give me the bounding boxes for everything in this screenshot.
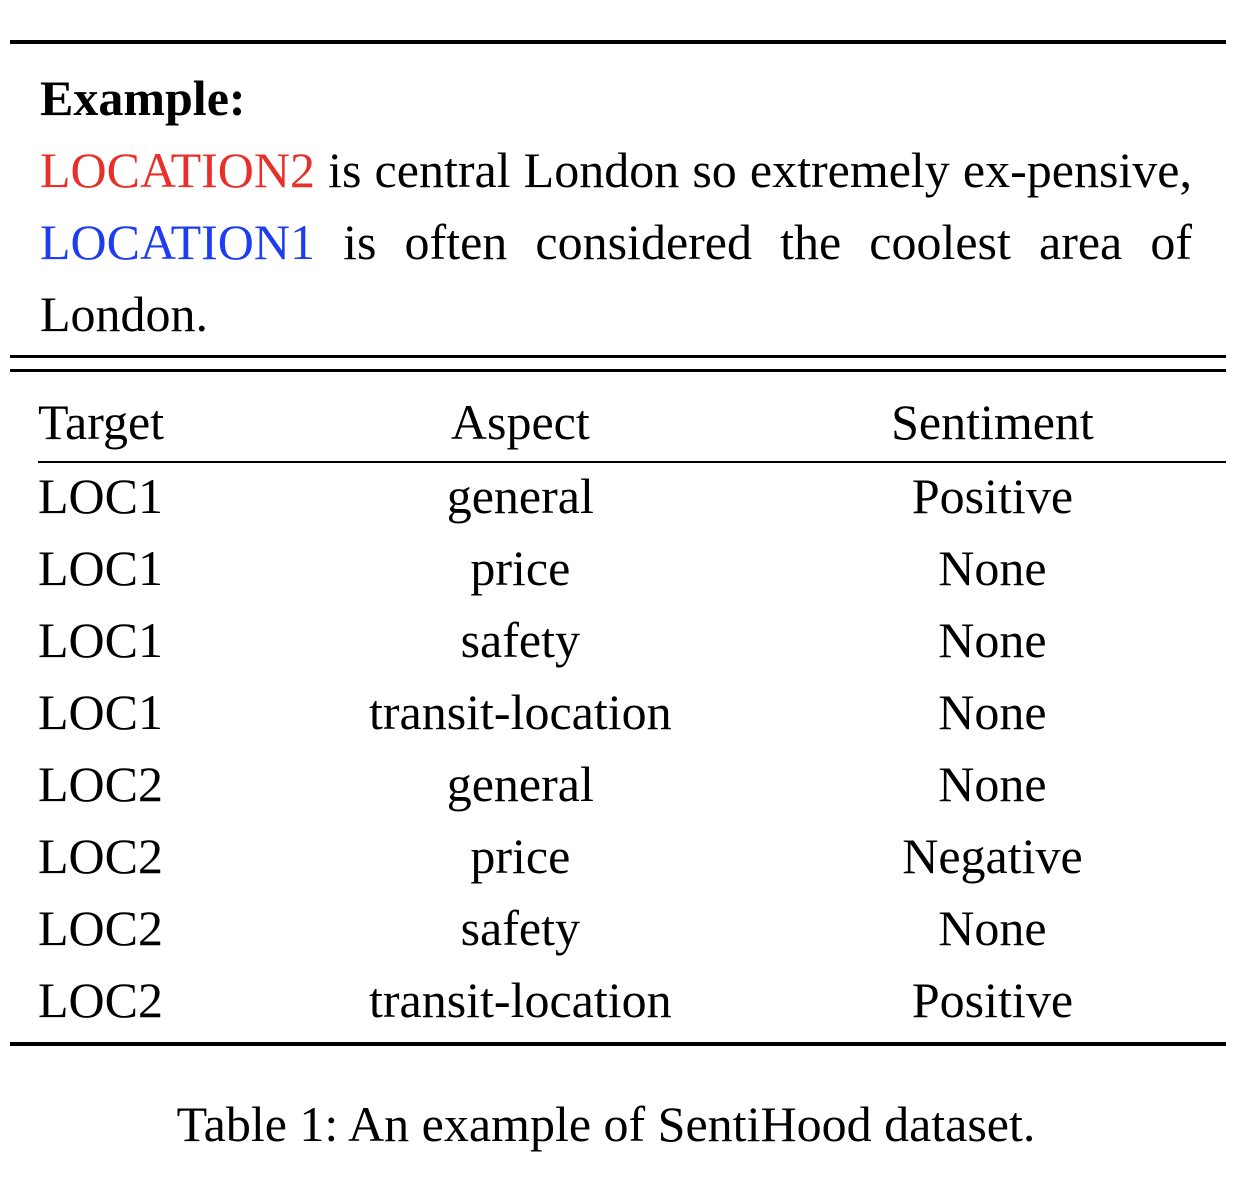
cell-target: LOC2 bbox=[38, 972, 163, 1028]
cell-aspect: general bbox=[446, 756, 594, 812]
cell-aspect: price bbox=[470, 828, 571, 884]
cell-sentiment: None bbox=[938, 540, 1047, 596]
table-row: LOC1 price None bbox=[38, 532, 1226, 604]
table-row: LOC2 general None bbox=[38, 748, 1226, 820]
location2-highlight: LOCATION2 bbox=[40, 142, 315, 198]
cell-target: LOC2 bbox=[38, 828, 163, 884]
table-header-row: Target Aspect Sentiment bbox=[38, 384, 1226, 460]
sentiment-table: Target Aspect Sentiment LOC1 general Pos… bbox=[38, 384, 1226, 1036]
cell-aspect: transit-location bbox=[368, 972, 672, 1028]
cell-aspect: safety bbox=[460, 900, 580, 956]
double-rule-upper bbox=[10, 355, 1226, 358]
cell-sentiment: Positive bbox=[911, 468, 1074, 524]
top-rule bbox=[10, 40, 1226, 44]
example-label: Example: bbox=[40, 70, 246, 126]
cell-target: LOC1 bbox=[38, 468, 163, 524]
header-target: Target bbox=[38, 394, 165, 450]
table-row: LOC2 transit-location Positive bbox=[38, 964, 1226, 1036]
table-row: LOC2 price Negative bbox=[38, 820, 1226, 892]
example-sentence: LOCATION2 is central London so extremely… bbox=[40, 134, 1192, 350]
cell-sentiment: None bbox=[938, 756, 1047, 812]
cell-sentiment: Negative bbox=[902, 828, 1083, 884]
cell-sentiment: Positive bbox=[911, 972, 1074, 1028]
cell-aspect: price bbox=[470, 540, 571, 596]
header-sentiment: Sentiment bbox=[891, 394, 1094, 450]
cell-aspect: safety bbox=[460, 612, 580, 668]
cell-target: LOC2 bbox=[38, 756, 163, 812]
cell-target: LOC1 bbox=[38, 684, 163, 740]
table-row: LOC2 safety None bbox=[38, 892, 1226, 964]
table-row: LOC1 transit-location None bbox=[38, 676, 1226, 748]
cell-target: LOC2 bbox=[38, 900, 163, 956]
bottom-rule bbox=[10, 1042, 1226, 1046]
table-row: LOC1 general Positive bbox=[38, 460, 1226, 532]
sentence-part-b: is often considered the coolest area of … bbox=[40, 214, 1192, 342]
double-rule-lower bbox=[10, 369, 1226, 372]
cell-sentiment: None bbox=[938, 684, 1047, 740]
cell-sentiment: None bbox=[938, 612, 1047, 668]
header-rule bbox=[38, 461, 1226, 463]
cell-aspect: transit-location bbox=[368, 684, 672, 740]
cell-target: LOC1 bbox=[38, 540, 163, 596]
table-row: LOC1 safety None bbox=[38, 604, 1226, 676]
cell-sentiment: None bbox=[938, 900, 1047, 956]
header-aspect: Aspect bbox=[450, 394, 590, 450]
sentence-part-a: is central London so extremely ex-pensiv… bbox=[314, 142, 1192, 198]
cell-target: LOC1 bbox=[38, 612, 163, 668]
example-block: Example: LOCATION2 is central London so … bbox=[40, 62, 1192, 350]
location1-highlight: LOCATION1 bbox=[40, 214, 315, 270]
table-caption: Table 1: An example of SentiHood dataset… bbox=[176, 1096, 1036, 1152]
cell-aspect: general bbox=[446, 468, 594, 524]
